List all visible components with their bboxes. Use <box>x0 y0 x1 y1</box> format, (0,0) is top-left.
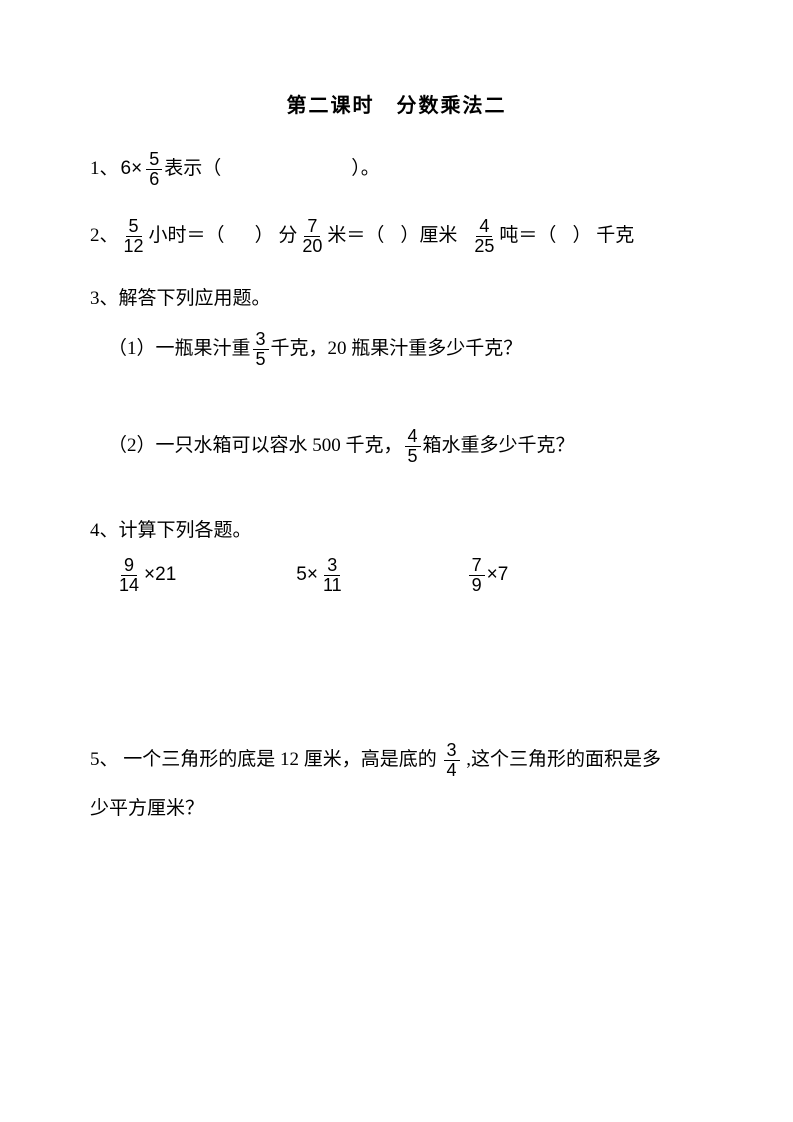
q1-pre: 6× <box>121 154 143 184</box>
q2-p1-close: ） 分 <box>255 221 298 251</box>
fraction-numerator: 3 <box>324 556 340 576</box>
fraction-numerator: 4 <box>476 217 492 237</box>
q3s1-fraction: 3 5 <box>253 330 269 369</box>
q4-number: 4、 <box>90 516 119 546</box>
fraction-numerator: 3 <box>444 741 460 761</box>
q4e1-fraction: 9 14 <box>116 556 142 595</box>
q4-expr-2: 5× 3 11 <box>296 556 346 595</box>
q3-number: 3、 <box>90 284 119 314</box>
q5-line2: 少平方厘米？ <box>90 798 204 819</box>
q4e2-fraction: 3 11 <box>320 556 345 595</box>
q5-number: 5、 <box>90 749 119 770</box>
fraction-numerator: 5 <box>126 217 142 237</box>
question-2: 2、 5 12 小时＝（ ） 分 7 20 米＝（ ）厘米 4 25 吨＝（ ）… <box>90 217 703 256</box>
q3s2-pre: 一只水箱可以容水 500 千克， <box>156 431 403 461</box>
q5-fraction: 3 4 <box>444 741 460 780</box>
page-title: 第二课时 分数乘法二 <box>90 90 703 122</box>
q1-mid: 表示（ <box>164 154 221 184</box>
q3-text: 解答下列应用题。 <box>119 284 271 314</box>
fraction-numerator: 7 <box>469 556 485 576</box>
q2-p2-close: ）厘米 <box>400 221 457 251</box>
q2-p2-label: 米＝（ <box>327 221 384 251</box>
q2-p1-label: 小时＝（ <box>149 221 225 251</box>
q2-p3-close: ） 千克 <box>572 221 634 251</box>
fraction-denominator: 6 <box>146 170 162 189</box>
worksheet-page: 第二课时 分数乘法二 1、 6× 5 6 表示（ ）。 2、 5 12 小时＝（… <box>0 0 793 893</box>
fraction-denominator: 20 <box>299 237 325 256</box>
fraction-denominator: 5 <box>253 350 269 369</box>
fraction-numerator: 7 <box>304 217 320 237</box>
fraction-denominator: 4 <box>444 761 460 780</box>
fraction-denominator: 11 <box>320 576 345 595</box>
q3s2-fraction: 4 5 <box>405 427 421 466</box>
q3s1-number: （1） <box>108 334 156 364</box>
question-4: 4、 计算下列各题。 9 14 ×21 5× 3 11 7 <box>90 516 703 595</box>
q4-expr-1: 9 14 ×21 <box>114 556 176 595</box>
fraction-numerator: 4 <box>405 427 421 447</box>
fraction-denominator: 9 <box>469 576 485 595</box>
q2-fraction-1: 5 12 <box>121 217 147 256</box>
q4e3-op: ×7 <box>487 560 509 590</box>
fraction-denominator: 5 <box>405 447 421 466</box>
question-5: 5、 一个三角形的底是 12 厘米，高是底的 3 4 ,这个三角形的面积是多 少… <box>90 735 703 834</box>
q4-expressions: 9 14 ×21 5× 3 11 7 9 ×7 <box>114 556 703 595</box>
q4e3-fraction: 7 9 <box>469 556 485 595</box>
fraction-denominator: 25 <box>471 237 497 256</box>
q4e1-op: ×21 <box>144 560 176 590</box>
q4-text: 计算下列各题。 <box>119 516 252 546</box>
fraction-numerator: 9 <box>121 556 137 576</box>
fraction-numerator: 3 <box>253 330 269 350</box>
question-1: 1、 6× 5 6 表示（ ）。 <box>90 150 703 189</box>
q2-number: 2、 <box>90 221 119 251</box>
fraction-denominator: 12 <box>121 237 147 256</box>
q4e2-pre: 5× <box>296 560 318 590</box>
q4-expr-3: 7 9 ×7 <box>467 556 509 595</box>
q2-fraction-3: 4 25 <box>471 217 497 256</box>
q5-pre: 一个三角形的底是 12 厘米，高是底的 <box>123 749 437 770</box>
q1-number: 1、 <box>90 154 119 184</box>
q3s2-post: 箱水重多少千克？ <box>423 431 575 461</box>
question-3: 3、 解答下列应用题。 （1） 一瓶果汁重 3 5 千克，20 瓶果汁重多少千克… <box>90 284 703 466</box>
q5-post: ,这个三角形的面积是多 <box>466 749 661 770</box>
q3s2-number: （2） <box>108 431 156 461</box>
fraction-numerator: 5 <box>146 150 162 170</box>
fraction-denominator: 14 <box>116 576 142 595</box>
q1-fraction: 5 6 <box>146 150 162 189</box>
q3-sub-2: （2） 一只水箱可以容水 500 千克， 4 5 箱水重多少千克？ <box>108 427 703 466</box>
q2-fraction-2: 7 20 <box>299 217 325 256</box>
q2-p3-label: 吨＝（ <box>499 221 556 251</box>
q3s1-pre: 一瓶果汁重 <box>156 334 251 364</box>
q3-sub-1: （1） 一瓶果汁重 3 5 千克，20 瓶果汁重多少千克？ <box>108 330 703 369</box>
q3s1-post: 千克，20 瓶果汁重多少千克？ <box>271 334 523 364</box>
q1-close: ）。 <box>351 154 380 184</box>
